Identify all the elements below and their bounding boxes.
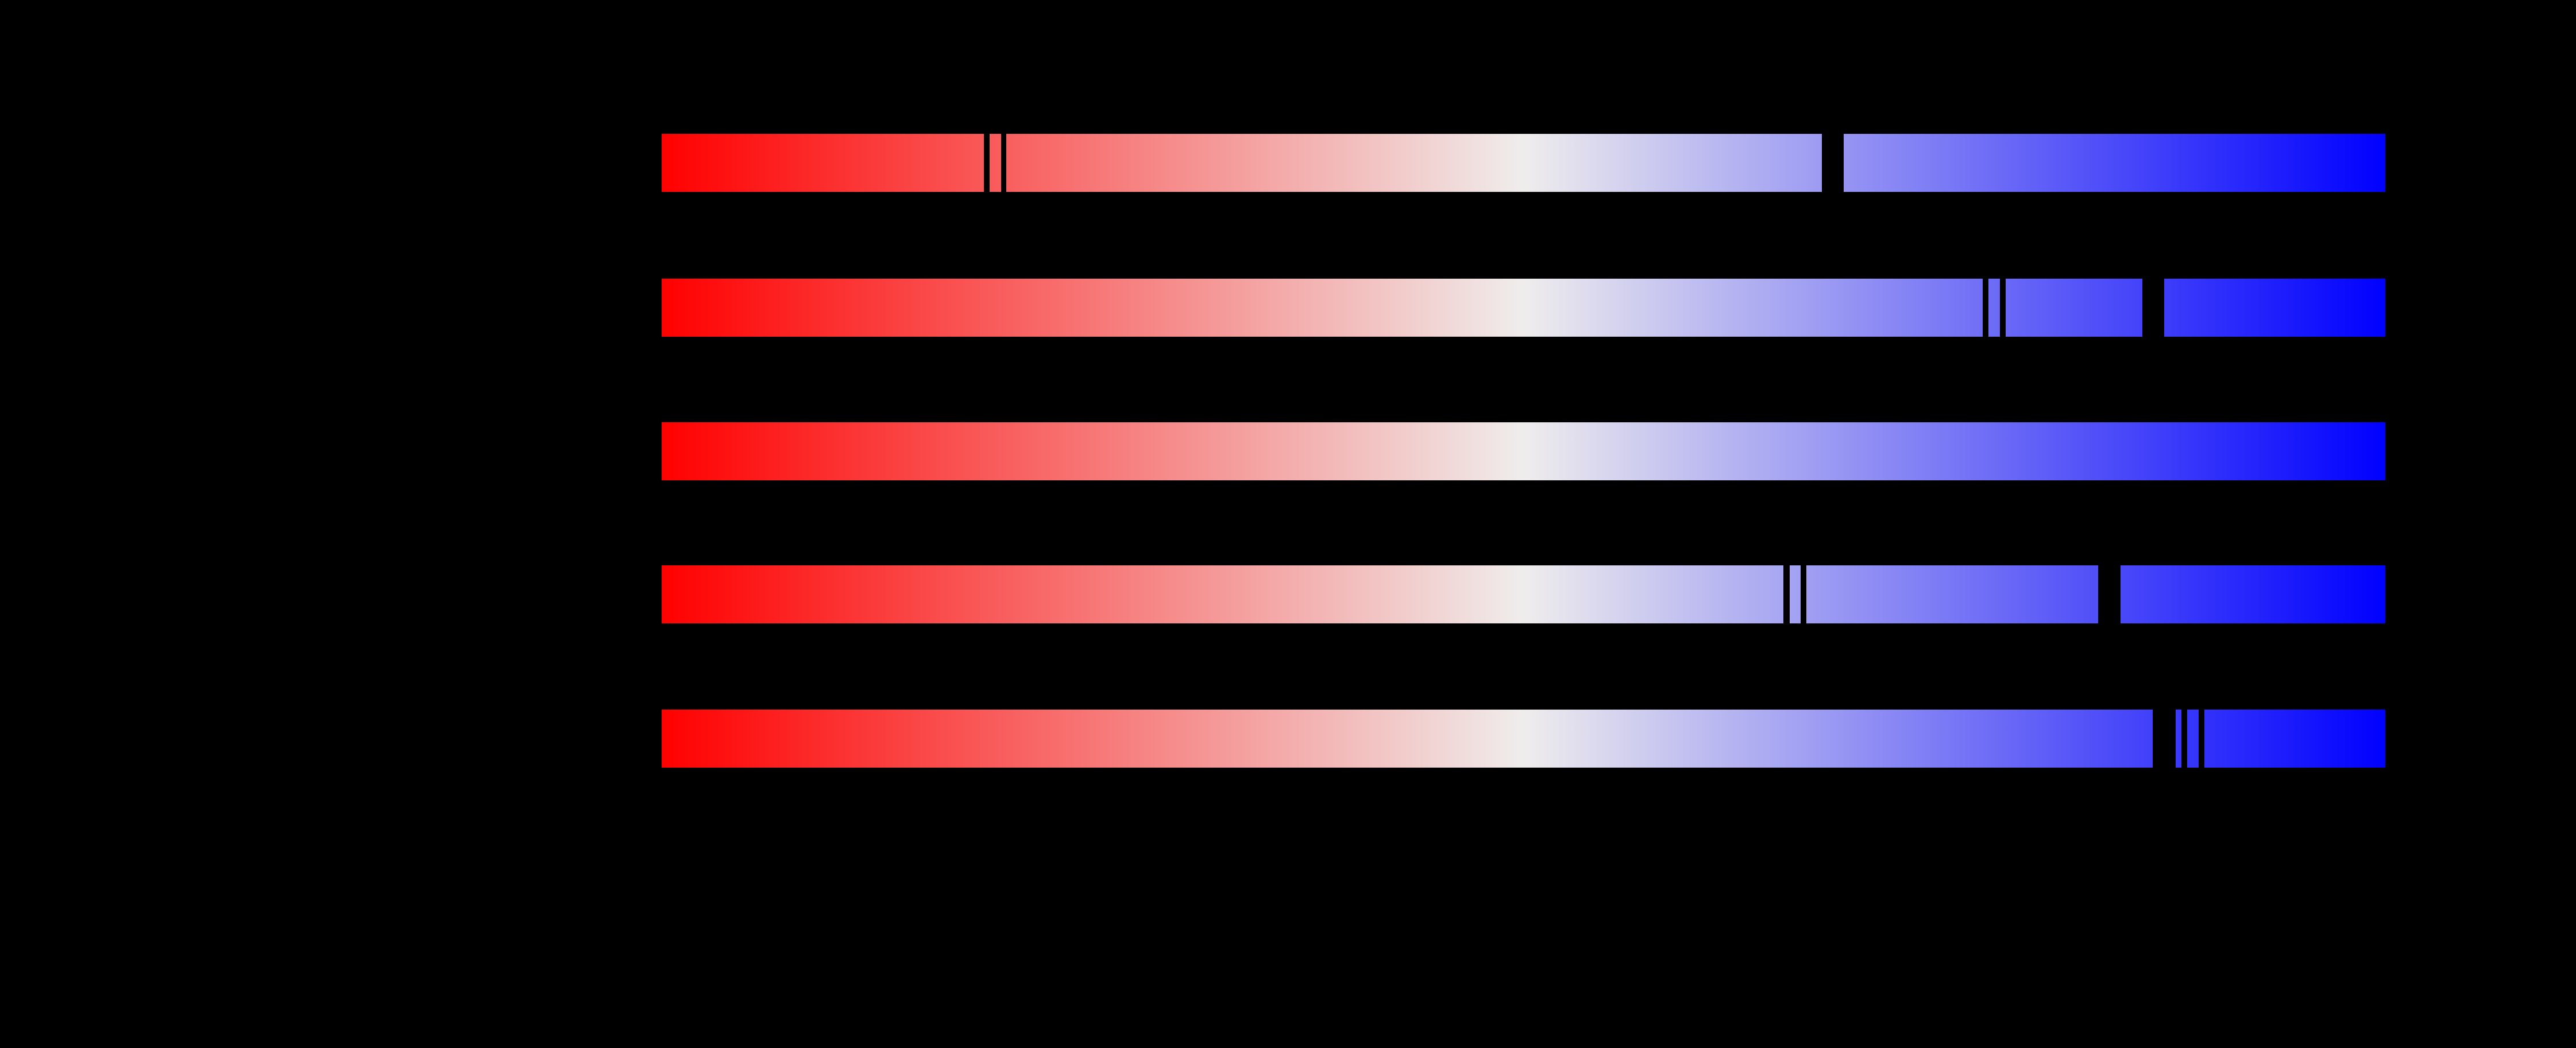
thick-tick-marker [2153,710,2176,768]
thick-tick-marker [2098,565,2121,623]
gradient-bar-4 [662,565,2385,623]
thin-tick-marker [1801,565,1806,623]
thin-tick-marker [2199,710,2204,768]
gradient-bar-3 [662,422,2385,480]
gradient-bar-5 [662,710,2385,768]
thin-tick-marker [1001,134,1006,192]
thin-tick-marker [1983,279,1988,337]
thin-tick-marker [1783,565,1790,623]
thick-tick-marker [1822,134,1844,192]
thin-tick-marker [2181,710,2187,768]
gradient-bar-2 [662,279,2385,337]
thick-tick-marker [2142,279,2164,337]
thin-tick-marker [2000,279,2006,337]
gradient-bar-1 [662,134,2385,192]
thin-tick-marker [984,134,990,192]
